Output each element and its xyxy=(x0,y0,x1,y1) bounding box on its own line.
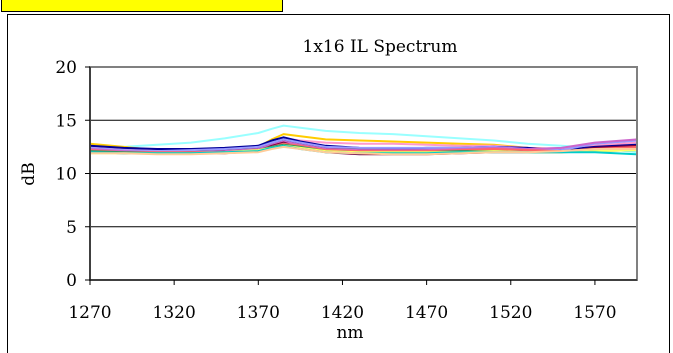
yellow-header-bar xyxy=(1,0,283,12)
x-tick-label: 1520 xyxy=(489,303,532,323)
x-tick-label: 1270 xyxy=(68,303,111,323)
chart-area-border xyxy=(7,14,670,353)
chart-title: 1x16 IL Spectrum xyxy=(303,37,458,57)
series-lines xyxy=(89,124,638,156)
x-tick-label: 1320 xyxy=(153,303,196,323)
series-line-13 xyxy=(90,145,637,156)
series-line-4 xyxy=(89,136,638,152)
x-tick-label: 1420 xyxy=(321,303,364,323)
y-tick-label: 20 xyxy=(55,58,77,78)
x-tick-label: 1570 xyxy=(573,303,616,323)
y-tick-label: 5 xyxy=(66,218,77,238)
gridlines xyxy=(90,119,637,228)
x-axis-label: nm xyxy=(336,323,363,343)
y-tick-label: 0 xyxy=(66,271,77,291)
y-axis-label: dB xyxy=(19,162,39,185)
x-tick-label: 1470 xyxy=(405,303,448,323)
y-tick-label: 10 xyxy=(55,165,77,185)
x-tick-label: 1370 xyxy=(237,303,280,323)
series-line-1 xyxy=(89,124,638,154)
y-tick-label: 15 xyxy=(55,111,77,131)
